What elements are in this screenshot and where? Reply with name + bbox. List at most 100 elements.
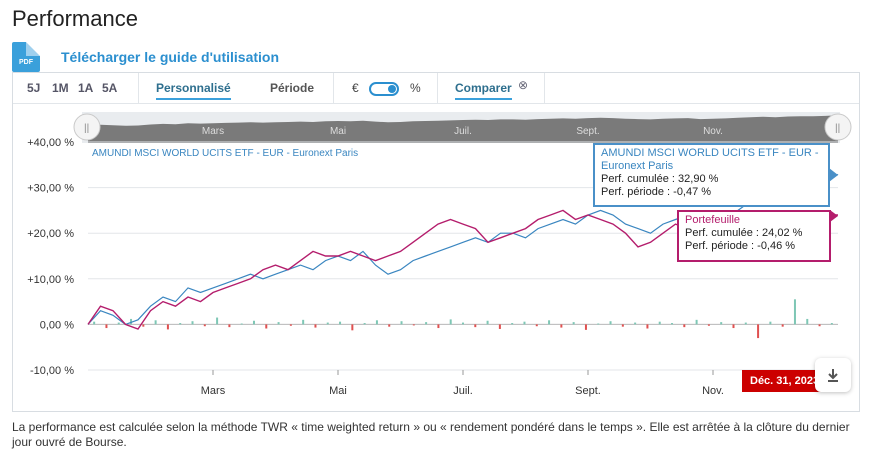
daily-change-bar [437,324,440,329]
daily-change-bar [375,320,378,325]
navigator-month-label: Sept. [576,126,599,137]
x-tick-label: Mars [201,385,226,397]
daily-change-bar [474,324,477,328]
daily-change-bar [609,321,612,325]
daily-change-bar [744,322,747,325]
pdf-icon[interactable]: PDF [12,42,40,72]
guide-download[interactable]: PDF Télécharger le guide d'utilisation [12,42,279,72]
page-title: Performance [12,6,138,31]
currency-percent-toggle[interactable] [369,82,399,96]
daily-change-bar [425,322,428,325]
methodology-footnote: La performance est calculée selon la mét… [12,420,850,449]
guide-download-link[interactable]: Télécharger le guide d'utilisation [61,49,280,65]
daily-change-bar [191,321,194,325]
daily-change-bar [252,320,255,325]
pf-tooltip-pointer [830,210,838,222]
daily-change-bar [179,323,182,325]
daily-change-bar [634,322,637,325]
daily-change-bar [302,319,305,325]
navigator-right-handle[interactable] [824,113,852,141]
period-1m-button[interactable]: 1M [52,81,69,95]
y-tick-label: +30,00 % [27,183,74,195]
y-tick-label: -10,00 % [30,365,74,377]
daily-change-bar [560,324,563,328]
daily-change-bar [449,319,452,325]
toolbar-divider [138,73,139,103]
y-tick-label: +40,00 % [27,137,74,149]
daily-change-bar [339,321,342,325]
toolbar-divider [437,73,438,103]
daily-change-bar [818,324,821,327]
download-icon [828,369,838,382]
daily-change-bar [462,322,464,325]
daily-change-bar [793,299,796,325]
navigator-month-label: Mars [202,126,224,137]
y-tick-label: +20,00 % [27,228,74,240]
daily-change-bar [769,321,772,325]
portfolio-tooltip-title: Portefeuille [685,214,741,226]
period-1a-button[interactable]: 1A [78,81,94,95]
daily-change-bar [621,324,624,327]
close-circle-icon[interactable]: ⊗ [518,78,529,92]
navigator-left-handle[interactable] [73,113,101,141]
daily-change-bar [707,324,710,326]
date-badge: Déc. 31, 2023 [742,370,822,392]
portfolio-tooltip: Portefeuille Perf. cumulée : 24,02 % Per… [677,210,831,262]
daily-change-bar [732,324,735,329]
y-tick-label: 0,00 % [40,319,74,331]
left-handle-grip: || [84,123,89,134]
period-5a-button[interactable]: 5A [102,81,118,95]
daily-change-bar [93,321,96,325]
etf-tooltip-pointer [829,168,838,182]
daily-change-bar [166,324,169,330]
percent-label: % [410,81,421,95]
daily-change-bar [806,318,809,325]
portfolio-tooltip-period: Perf. période : -0,46 % [685,240,796,252]
daily-change-bar [781,324,784,327]
toggle-knob [388,85,396,93]
daily-change-bar [142,324,145,327]
period-5j-button[interactable]: 5J [27,81,41,95]
x-tick-label: Juil. [453,385,473,397]
daily-change-bar [351,324,354,331]
daily-change-bar [548,320,551,325]
daily-change-bar [289,324,292,326]
compare-button[interactable]: Comparer [455,81,512,100]
right-handle-grip: || [835,123,840,134]
daily-change-bar [498,324,501,329]
daily-change-bar [117,322,120,325]
tab-periode[interactable]: Période [270,81,315,95]
daily-change-bar [683,324,686,328]
portfolio-tooltip-cumulative: Perf. cumulée : 24,02 % [685,227,803,239]
daily-change-bar [277,322,280,325]
navigator-area [88,115,838,143]
toolbar-divider [333,73,334,103]
toolbar-divider [544,73,545,103]
daily-change-bar [228,324,231,328]
daily-change-bar [154,320,157,325]
daily-change-bar [240,323,243,325]
etf-tooltip-period: Perf. période : -0,47 % [601,186,712,198]
daily-change-bar [486,320,489,325]
navigator-month-label: Nov. [703,126,723,137]
daily-change-bar [658,321,661,325]
x-tick-label: Sept. [575,385,601,397]
daily-change-bar [572,322,575,325]
navigator-month-label: Mai [330,126,346,137]
daily-change-bar [671,323,674,325]
daily-change-bar [400,321,403,325]
download-button[interactable] [815,358,851,392]
daily-change-bar [584,324,587,330]
daily-change-bar [597,323,600,325]
daily-change-bar [757,324,760,339]
daily-change-bar [535,324,538,327]
daily-change-bar [216,317,219,325]
daily-change-bar [511,323,514,325]
etf-tooltip-cumulative: Perf. cumulée : 32,90 % [601,173,719,185]
tab-personnalise[interactable]: Personnalisé [156,81,231,100]
daily-change-bar [326,322,329,325]
daily-change-bar [314,324,317,328]
daily-change-bar [363,323,366,325]
daily-change-bar [105,324,108,329]
